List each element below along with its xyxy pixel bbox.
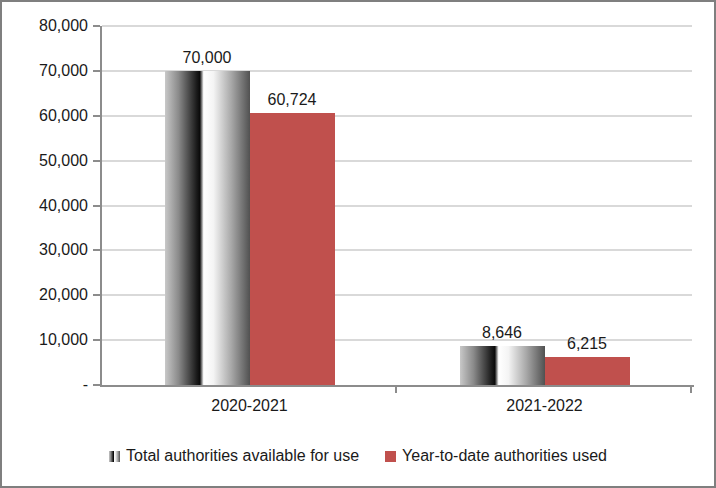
y-axis-tick xyxy=(93,249,100,251)
legend-marker-red-icon xyxy=(385,451,396,462)
data-label: 60,724 xyxy=(268,91,317,109)
y-axis-tick xyxy=(93,25,100,27)
legend-label: Total authorities available for use xyxy=(126,447,359,465)
bar-red-series xyxy=(250,113,335,385)
legend-label: Year-to-date authorities used xyxy=(402,447,607,465)
y-axis-tick xyxy=(93,294,100,296)
legend-item: Total authorities available for use xyxy=(109,447,359,465)
bar-red-series xyxy=(545,357,630,385)
data-label: 6,215 xyxy=(567,335,607,353)
y-axis-label: 40,000 xyxy=(6,196,88,216)
legend-marker-gray-icon xyxy=(109,451,120,462)
bar-gray-series xyxy=(165,71,250,385)
y-axis-tick xyxy=(93,384,100,386)
data-label: 70,000 xyxy=(183,49,232,67)
x-axis-tick xyxy=(690,385,692,393)
x-axis-line xyxy=(100,385,694,387)
plot-area: -10,00020,00030,00040,00050,00060,00070,… xyxy=(102,26,692,385)
gridline xyxy=(102,25,692,27)
x-axis-category-label: 2021-2022 xyxy=(506,397,583,415)
y-axis-label: 20,000 xyxy=(6,285,88,305)
bar-gray-series xyxy=(460,346,545,385)
legend: Total authorities available for use Year-… xyxy=(2,444,714,468)
y-axis-label: 60,000 xyxy=(6,106,88,126)
data-label: 8,646 xyxy=(482,324,522,342)
y-axis-tick xyxy=(93,339,100,341)
y-axis-label: 10,000 xyxy=(6,330,88,350)
bar-chart: - 10,000 20,000 30,000 40,000 50,000 60,000 70,… xyxy=(0,0,716,488)
y-axis-label: 30,000 xyxy=(6,240,88,260)
y-axis-label: - xyxy=(6,375,88,395)
x-axis-category-label: 2020-2021 xyxy=(211,397,288,415)
y-axis-label: 70,000 xyxy=(6,61,88,81)
y-axis-label: 80,000 xyxy=(6,16,88,36)
y-axis-label: 50,000 xyxy=(6,151,88,171)
y-axis-tick xyxy=(93,205,100,207)
y-axis-tick xyxy=(93,160,100,162)
y-axis-tick xyxy=(93,70,100,72)
y-axis-line xyxy=(100,26,102,387)
y-axis-tick xyxy=(93,115,100,117)
legend-item: Year-to-date authorities used xyxy=(385,447,607,465)
x-axis-tick xyxy=(395,385,397,393)
